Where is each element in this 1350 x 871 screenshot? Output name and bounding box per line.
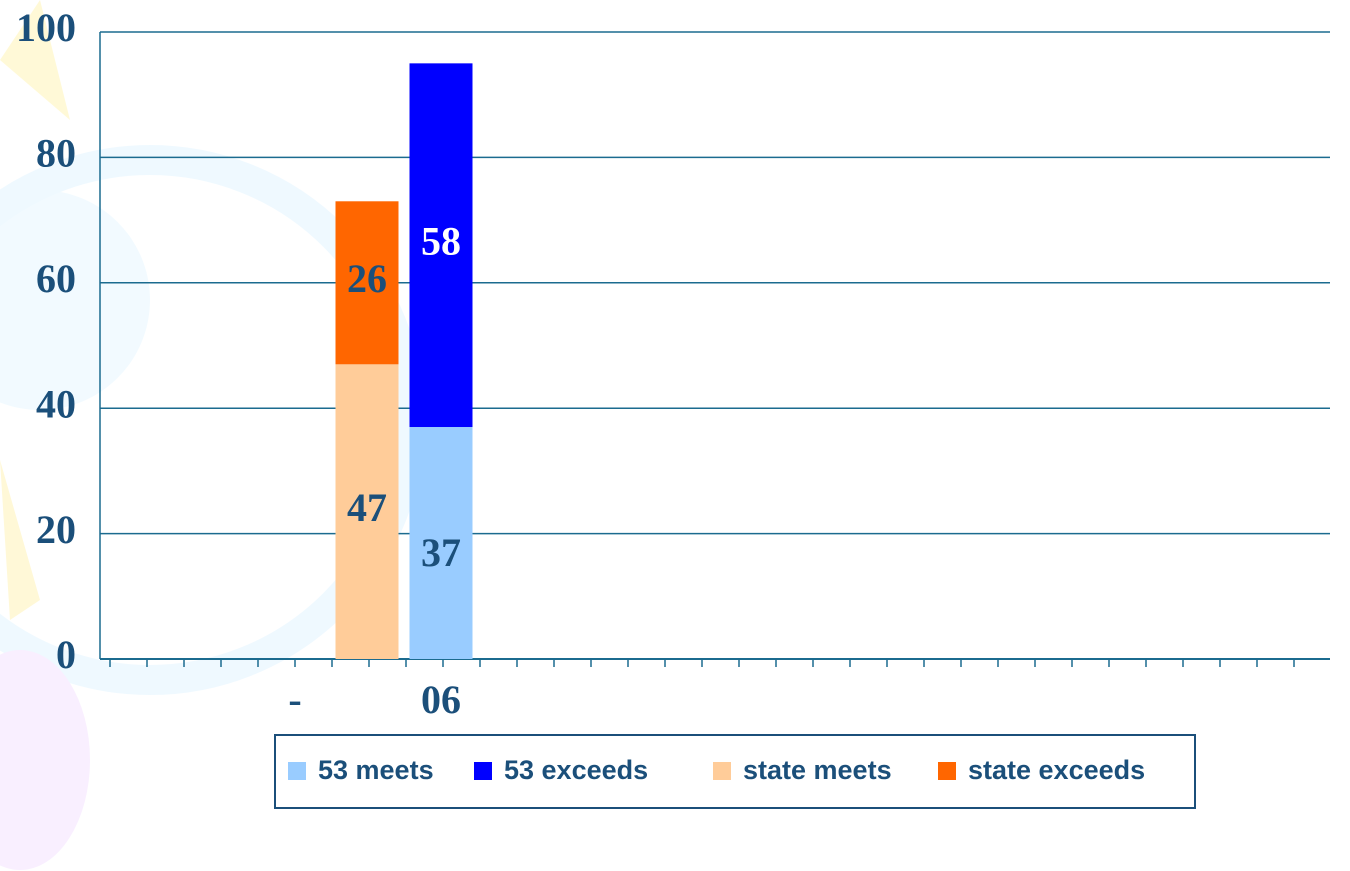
legend-swatch: [474, 762, 492, 780]
bar-segment: [335, 364, 399, 659]
legend-swatch: [938, 762, 956, 780]
data-label: 26: [347, 256, 387, 301]
legend-swatch: [288, 762, 306, 780]
y-tick-label: 40: [36, 381, 76, 426]
data-label: 47: [347, 485, 387, 530]
legend-label: 53 meets: [318, 755, 434, 785]
y-tick-label: 60: [36, 256, 76, 301]
data-label: 58: [421, 218, 461, 263]
bar-segment: [409, 427, 473, 659]
y-tick-label: 100: [16, 5, 76, 50]
legend-swatch: [713, 762, 731, 780]
legend-box: [274, 734, 1196, 809]
bar-segment: [409, 63, 473, 428]
y-tick-label: 0: [56, 632, 76, 677]
data-label: 37: [421, 530, 461, 575]
legend-label: state exceeds: [968, 755, 1145, 785]
legend-label: 53 exceeds: [504, 755, 648, 785]
x-tick-label: -: [288, 677, 301, 722]
legend-label: state meets: [743, 755, 892, 785]
y-tick-label: 80: [36, 131, 76, 176]
bar-segment: [335, 201, 399, 365]
y-tick-label: 20: [36, 507, 76, 552]
x-tick-label: 06: [421, 677, 461, 722]
